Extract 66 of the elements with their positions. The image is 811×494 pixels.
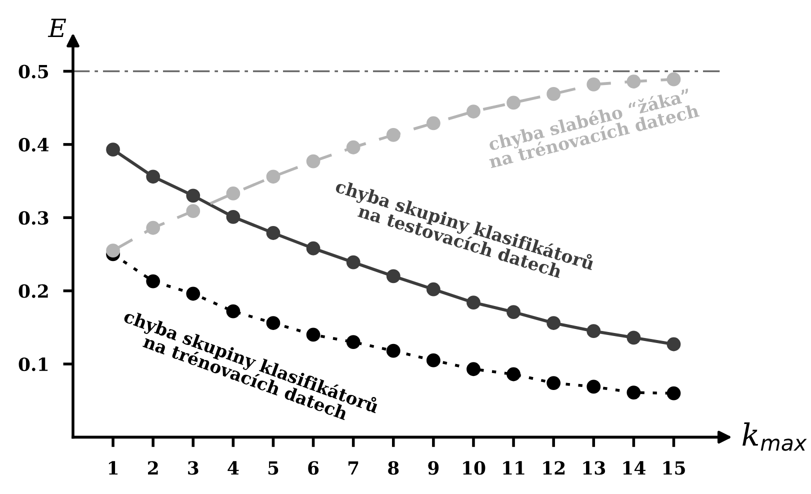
x-tick-label: 12: [543, 461, 565, 475]
point: [666, 386, 681, 400]
x-tick-label: 6: [308, 461, 319, 475]
x-tick-label: 8: [388, 461, 399, 475]
x-tick-label: 11: [503, 461, 524, 475]
point: [626, 386, 641, 400]
point: [226, 186, 240, 200]
y-tick-label: 0.1: [18, 357, 48, 372]
point: [426, 282, 440, 296]
point: [466, 296, 480, 310]
point: [186, 188, 200, 203]
y-tick-label: 0.4: [18, 138, 49, 152]
point: [666, 337, 681, 352]
point: [666, 72, 681, 86]
point: [546, 87, 561, 101]
point: [466, 362, 480, 376]
point: [146, 170, 160, 184]
y-tick-label: 0.2: [18, 284, 48, 298]
point: [386, 128, 400, 142]
x-tick-label: 1: [108, 461, 118, 475]
point: [226, 304, 240, 318]
point: [346, 335, 360, 349]
y-tick-label: 0.5: [18, 64, 48, 78]
point: [626, 330, 641, 345]
y-axis-title: E: [48, 18, 66, 38]
point: [346, 255, 360, 270]
x-tick-label: 4: [228, 461, 239, 475]
point: [546, 376, 561, 390]
x-tick-label: 5: [268, 461, 278, 475]
point: [546, 316, 561, 330]
point: [266, 170, 280, 184]
x-tick-label: 2: [148, 461, 158, 475]
x-tick-label: 7: [348, 461, 358, 475]
point: [266, 316, 280, 330]
point: [146, 274, 160, 288]
point: [346, 140, 360, 154]
point: [466, 104, 480, 118]
x-tick-label: 14: [623, 461, 646, 475]
point: [106, 244, 120, 258]
x-tick-label: 3: [188, 461, 198, 475]
point: [426, 116, 440, 130]
x-tick-label: 10: [463, 461, 486, 475]
point: [306, 241, 320, 256]
point: [306, 328, 320, 342]
point: [386, 269, 400, 284]
point: [266, 226, 280, 240]
point: [186, 204, 200, 218]
x-axis-title: k$_{max}$: [742, 422, 807, 451]
point: [586, 77, 601, 92]
point: [586, 324, 601, 338]
point: [586, 380, 601, 394]
point: [106, 142, 120, 157]
point: [626, 74, 641, 88]
x-tick-label: 13: [583, 461, 606, 475]
point: [186, 286, 200, 301]
point: [506, 305, 520, 319]
point: [506, 367, 520, 382]
x-tick-label: 9: [428, 461, 439, 475]
point: [146, 220, 160, 235]
point: [226, 210, 240, 224]
point: [306, 154, 320, 168]
point: [386, 344, 400, 358]
point: [426, 353, 440, 368]
y-tick-label: 0.3: [18, 211, 48, 225]
point: [506, 96, 520, 110]
x-tick-label: 15: [663, 461, 685, 475]
